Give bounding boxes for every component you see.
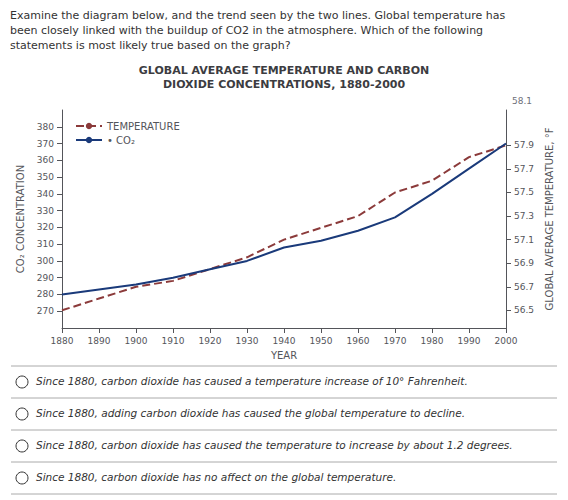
svg-text:1990: 1990 <box>458 336 481 346</box>
svg-text:310: 310 <box>37 239 54 249</box>
svg-text:1950: 1950 <box>310 336 333 346</box>
svg-text:56.9: 56.9 <box>514 258 534 268</box>
svg-text:56.5: 56.5 <box>514 305 534 315</box>
svg-text:380: 380 <box>37 122 54 132</box>
svg-text:340: 340 <box>37 189 54 199</box>
svg-text:Since 1880, carbon dioxide has: Since 1880, carbon dioxide has caused a … <box>36 375 468 387</box>
svg-text:360: 360 <box>37 155 54 165</box>
svg-text:1930: 1930 <box>236 336 259 346</box>
svg-text:1960: 1960 <box>347 336 370 346</box>
svg-text:1900: 1900 <box>125 336 148 346</box>
svg-text:1880: 1880 <box>51 336 74 346</box>
svg-text:57.9: 57.9 <box>514 140 534 150</box>
svg-text:280: 280 <box>37 289 54 299</box>
svg-text:57.5: 57.5 <box>514 187 534 197</box>
svg-text:Examine the diagram below, and: Examine the diagram below, and the trend… <box>10 9 505 22</box>
svg-text:58.1: 58.1 <box>512 96 532 106</box>
svg-text:GLOBAL AVERAGE TEMPERATURE AND: GLOBAL AVERAGE TEMPERATURE AND CARBON <box>139 64 429 77</box>
svg-text:YEAR: YEAR <box>270 350 297 361</box>
svg-text:300: 300 <box>37 256 54 266</box>
svg-text:1910: 1910 <box>162 336 185 346</box>
svg-text:330: 330 <box>37 206 54 216</box>
svg-text:1920: 1920 <box>199 336 222 346</box>
svg-text:• CO₂: • CO₂ <box>107 135 135 146</box>
svg-text:Since 1880, adding carbon diox: Since 1880, adding carbon dioxide has ca… <box>36 407 465 419</box>
svg-text:DIOXIDE CONCENTRATIONS, 1880-2: DIOXIDE CONCENTRATIONS, 1880-2000 <box>163 78 406 91</box>
svg-text:been closely linked with the b: been closely linked with the buildup of … <box>10 24 483 37</box>
svg-text:1980: 1980 <box>421 336 444 346</box>
svg-text:TEMPERATURE: TEMPERATURE <box>106 121 180 132</box>
svg-text:370: 370 <box>37 139 54 149</box>
svg-text:GLOBAL AVERAGE TEMPERATURE, °F: GLOBAL AVERAGE TEMPERATURE, °F <box>544 127 555 310</box>
svg-text:statements is most likely true: statements is most likely true based on … <box>10 39 291 52</box>
svg-text:2000: 2000 <box>495 336 518 346</box>
svg-text:57.3: 57.3 <box>514 211 534 221</box>
svg-text:Since 1880, carbon dioxide has: Since 1880, carbon dioxide has caused th… <box>36 439 513 451</box>
svg-text:1890: 1890 <box>88 336 111 346</box>
svg-text:1970: 1970 <box>384 336 407 346</box>
svg-text:57.7: 57.7 <box>514 164 534 174</box>
svg-text:Since 1880, carbon dioxide has: Since 1880, carbon dioxide has no affect… <box>36 471 396 483</box>
svg-text:350: 350 <box>37 172 54 182</box>
svg-text:270: 270 <box>37 306 54 316</box>
svg-text:57.1: 57.1 <box>514 235 534 245</box>
svg-text:CO₂ CONCENTRATION: CO₂ CONCENTRATION <box>15 165 26 273</box>
svg-text:56.7: 56.7 <box>514 282 534 292</box>
svg-text:1940: 1940 <box>273 336 296 346</box>
svg-text:290: 290 <box>37 273 54 283</box>
svg-text:320: 320 <box>37 222 54 232</box>
